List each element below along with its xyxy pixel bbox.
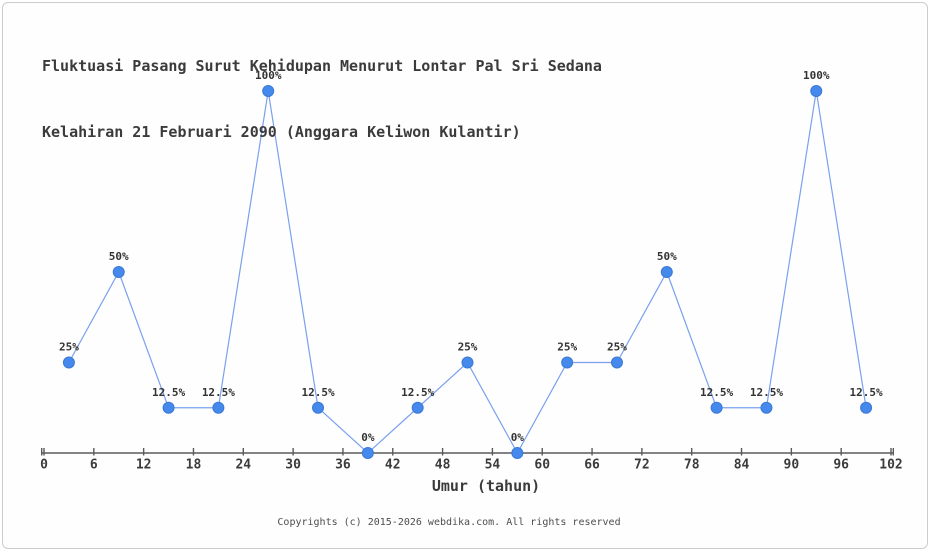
x-axis-tick-label: 0 — [40, 458, 48, 473]
data-point-label: 50% — [657, 250, 677, 263]
x-axis-tick-label: 48 — [435, 458, 451, 473]
x-axis-tick-label: 6 — [90, 458, 98, 473]
data-point-label: 0% — [511, 431, 525, 444]
x-axis-tick-label: 12 — [136, 458, 152, 473]
data-point-label: 12.5% — [401, 386, 434, 399]
data-point — [860, 401, 873, 414]
copyright-text: Copyrights (c) 2015-2026 webdika.com. Al… — [277, 517, 621, 528]
x-axis-tick-label: 90 — [784, 458, 800, 473]
x-axis-tick-label: 54 — [485, 458, 501, 473]
x-axis-tick-label: 84 — [734, 458, 750, 473]
data-point-label: 25% — [59, 341, 79, 354]
data-point-label: 12.5% — [700, 386, 733, 399]
line-chart-canvas: 0 6 12 18 24 30 36 42 48 54 60 66 72 78 84 90 96 102 25% 50… — [40, 69, 903, 473]
x-axis-tick-label: 24 — [235, 458, 251, 473]
x-axis-tick-label: 42 — [385, 458, 401, 473]
data-point-label: 50% — [109, 250, 129, 263]
x-axis-tick-label: 72 — [634, 458, 650, 473]
chart-title: Fluktuasi Pasang Surut Kehidupan Menurut… — [42, 11, 602, 187]
x-axis-tick-label: 66 — [584, 458, 600, 473]
x-axis-tick-label: 78 — [684, 458, 700, 473]
data-point — [760, 401, 773, 414]
data-point-label: 25% — [557, 341, 577, 354]
data-point — [710, 401, 723, 414]
data-point — [162, 401, 175, 414]
data-point-label: 25% — [458, 341, 478, 354]
data-point — [610, 356, 623, 369]
x-axis-label: Umur (tahun) — [431, 477, 541, 495]
data-point-label: 12.5% — [301, 386, 334, 399]
data-point-label: 12.5% — [152, 386, 185, 399]
data-point — [810, 85, 823, 97]
x-axis-tick-label: 30 — [285, 458, 301, 473]
data-point — [212, 401, 225, 414]
data-point — [461, 356, 474, 369]
data-point — [561, 356, 574, 369]
x-axis-tick-label: 36 — [335, 458, 351, 473]
data-point-label: 12.5% — [750, 386, 783, 399]
x-axis-tick-label: 102 — [879, 458, 902, 473]
data-point — [511, 447, 524, 459]
data-point — [262, 85, 275, 97]
data-point — [411, 401, 424, 414]
data-point — [112, 266, 125, 278]
data-point-label: 12.5% — [202, 386, 235, 399]
data-point — [660, 266, 673, 278]
data-point — [312, 401, 325, 414]
chart-title-line-2: Kelahiran 21 Februari 2090 (Anggara Keli… — [42, 123, 521, 141]
x-axis-tick-label: 18 — [186, 458, 202, 473]
data-point — [361, 447, 374, 459]
data-point-label: 12.5% — [850, 386, 883, 399]
x-axis-tick-label: 60 — [534, 458, 550, 473]
data-point-label: 100% — [803, 69, 830, 82]
data-point-label: 25% — [607, 341, 627, 354]
data-point-label: 0% — [361, 431, 375, 444]
data-point — [62, 356, 75, 369]
data-point-label: 100% — [255, 69, 282, 82]
x-axis-tick-label: 96 — [833, 458, 849, 473]
chart-title-line-1: Fluktuasi Pasang Surut Kehidupan Menurut… — [42, 57, 602, 75]
